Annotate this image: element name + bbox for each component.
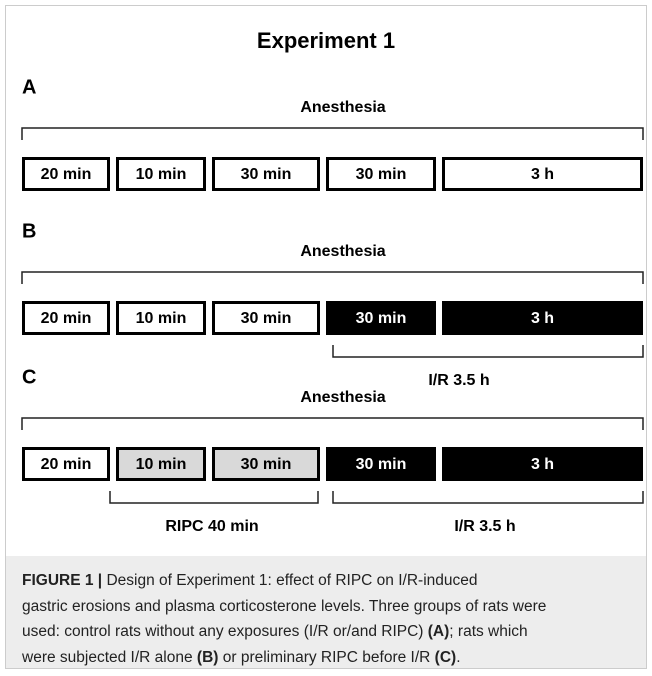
time-label: 30 min — [356, 456, 407, 473]
time-label: 20 min — [41, 456, 92, 473]
span-label: Anesthesia — [300, 389, 385, 406]
caption-text: Design of Experiment 1: effect of RIPC o… — [102, 572, 478, 589]
time-box — [22, 447, 110, 481]
span-bracket — [21, 271, 644, 284]
time-box — [326, 301, 436, 335]
phase-label: I/R 3.5 h — [428, 372, 489, 389]
time-label: 30 min — [241, 310, 292, 327]
caption-line: were subjected I/R alone (B) or prelimin… — [22, 645, 630, 671]
caption-text: FIGURE 1 | — [22, 572, 103, 589]
time-label: 20 min — [41, 310, 92, 327]
caption-text: were subjected I/R alone — [22, 648, 197, 666]
panel-label: C — [22, 366, 36, 388]
phase-bracket — [332, 491, 644, 504]
span-label: Anesthesia — [300, 99, 385, 116]
time-box — [116, 447, 206, 481]
panel-label: A — [22, 76, 36, 98]
time-box — [442, 301, 643, 335]
phase-bracket — [109, 491, 319, 504]
caption-text: . — [456, 648, 461, 666]
title: Experiment 1 — [257, 28, 395, 53]
phase-label: I/R 3.5 h — [454, 518, 515, 535]
caption-line: used: control rats without any exposures… — [22, 619, 630, 645]
time-box — [442, 157, 643, 191]
caption-text: gastric erosions and plasma corticostero… — [22, 597, 547, 615]
span-bracket — [21, 417, 644, 430]
caption-line: gastric erosions and plasma corticostero… — [22, 594, 630, 620]
span-label: Anesthesia — [300, 243, 385, 260]
time-box — [22, 157, 110, 191]
time-box — [212, 447, 320, 481]
caption-text: ; rats which — [449, 623, 528, 640]
time-label: 10 min — [136, 310, 187, 327]
panel-label: B — [22, 220, 36, 242]
time-label: 30 min — [241, 456, 292, 473]
caption-text: (C) — [434, 648, 457, 666]
caption-line: FIGURE 1 | Design of Experiment 1: effec… — [22, 568, 630, 594]
time-label: 3 h — [531, 166, 554, 183]
time-label: 3 h — [531, 456, 554, 473]
span-bracket — [21, 127, 644, 140]
caption-text: (B) — [196, 648, 219, 666]
phase-bracket — [332, 345, 644, 358]
time-box — [116, 301, 206, 335]
time-box — [212, 157, 320, 191]
time-box — [22, 301, 110, 335]
time-box — [326, 157, 436, 191]
time-label: 10 min — [136, 456, 187, 473]
time-label: 30 min — [356, 166, 407, 183]
diagram: Experiment 1 A Anesthesia 20 min 10 min 30 m… — [21, 28, 644, 535]
time-label: 3 h — [531, 310, 554, 327]
time-box — [326, 447, 436, 481]
caption: FIGURE 1 | Design of Experiment 1: effec… — [6, 556, 646, 668]
time-label: 30 min — [356, 310, 407, 327]
time-box — [116, 157, 206, 191]
time-box — [212, 301, 320, 335]
caption-text: (A) — [427, 623, 450, 640]
time-label: 20 min — [41, 166, 92, 183]
phase-label: RIPC 40 min — [165, 518, 258, 535]
caption-text: used: control rats without any exposures… — [22, 623, 428, 640]
time-box — [442, 447, 643, 481]
time-label: 10 min — [136, 166, 187, 183]
time-label: 30 min — [241, 166, 292, 183]
caption-text: or preliminary RIPC before I/R — [218, 648, 435, 666]
